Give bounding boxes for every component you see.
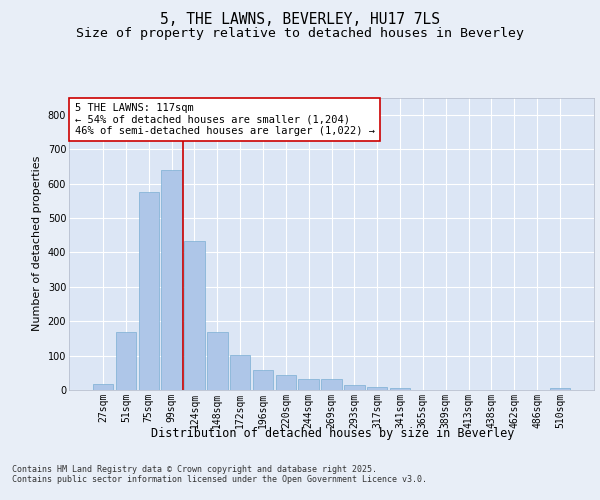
Bar	[298, 379, 319, 390]
Bar	[253, 370, 273, 390]
Bar	[139, 192, 159, 390]
Text: Distribution of detached houses by size in Beverley: Distribution of detached houses by size …	[151, 428, 515, 440]
Bar	[161, 170, 182, 390]
Bar	[550, 388, 570, 390]
Bar	[116, 332, 136, 390]
Text: Size of property relative to detached houses in Beverley: Size of property relative to detached ho…	[76, 28, 524, 40]
Bar	[390, 388, 410, 390]
Bar	[93, 384, 113, 390]
Bar	[207, 332, 227, 390]
Text: 5 THE LAWNS: 117sqm
← 54% of detached houses are smaller (1,204)
46% of semi-det: 5 THE LAWNS: 117sqm ← 54% of detached ho…	[74, 103, 374, 136]
Bar	[321, 379, 342, 390]
Bar	[344, 385, 365, 390]
Bar	[367, 387, 388, 390]
Bar	[230, 354, 250, 390]
Text: 5, THE LAWNS, BEVERLEY, HU17 7LS: 5, THE LAWNS, BEVERLEY, HU17 7LS	[160, 12, 440, 28]
Y-axis label: Number of detached properties: Number of detached properties	[32, 156, 42, 332]
Text: Contains HM Land Registry data © Crown copyright and database right 2025.
Contai: Contains HM Land Registry data © Crown c…	[12, 465, 427, 484]
Bar	[184, 242, 205, 390]
Bar	[275, 375, 296, 390]
